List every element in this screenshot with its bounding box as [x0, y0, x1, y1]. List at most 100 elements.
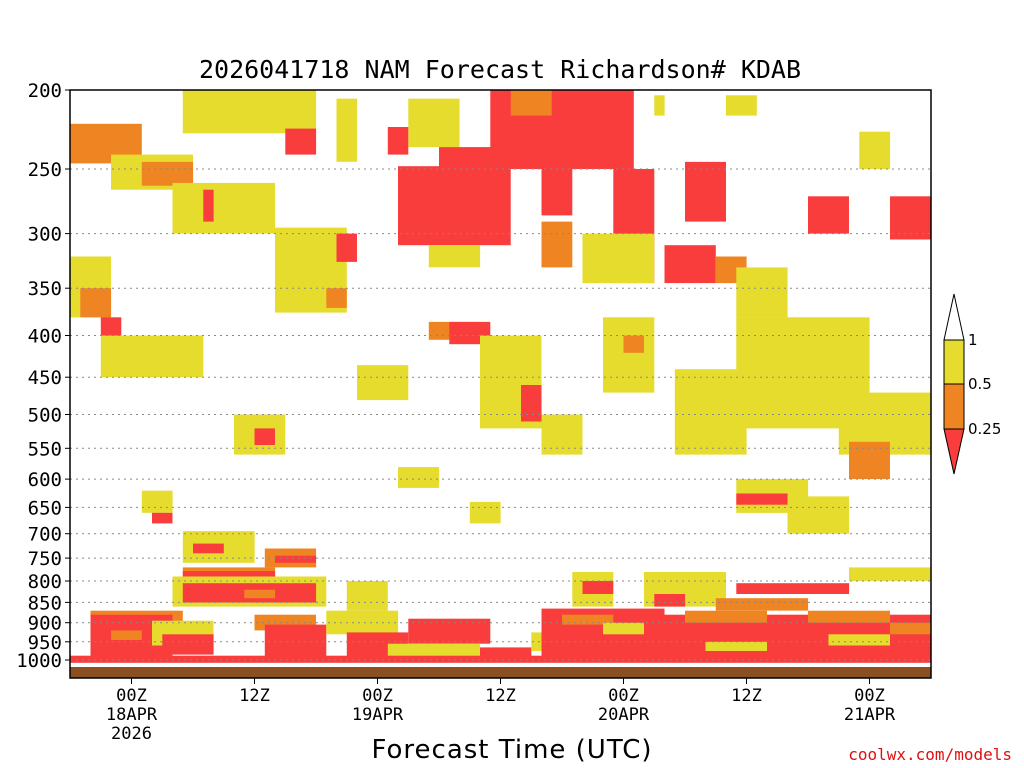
heatmap-cell-44 [623, 335, 644, 353]
heatmap-cell-93 [603, 622, 644, 635]
x-tick-label: 00Z [116, 686, 147, 706]
credit-link[interactable]: coolwx.com/models [848, 745, 1012, 764]
x-tick-label: 12Z [485, 686, 516, 706]
heatmap-cell-24 [685, 161, 726, 222]
y-tick-label: 850 [28, 592, 62, 614]
ground-strip [70, 667, 931, 678]
x-tick-label: 12Z [239, 686, 270, 706]
colorbar-bottom-arrow [943, 428, 965, 475]
heatmap-cell-33 [326, 288, 347, 308]
y-tick-label: 900 [28, 613, 62, 635]
colorbar-bin-orange [943, 383, 965, 430]
x-axis-label: Forecast Time (UTC) [371, 735, 652, 765]
heatmap-cell-80 [111, 630, 142, 640]
y-tick-label: 550 [28, 438, 62, 460]
x-tick-date: 21APR [844, 705, 896, 725]
heatmap-cell-9 [859, 131, 891, 169]
y-tick-label: 1000 [16, 650, 62, 672]
heatmap-cell-60 [152, 512, 173, 524]
heatmap-cell-6 [408, 98, 460, 148]
colorbar-bin-yellow [943, 339, 965, 385]
heatmap-cell-74 [654, 594, 686, 607]
heatmap-cell-2 [182, 90, 317, 134]
heatmap-cell-75 [736, 583, 850, 594]
heatmap-cell-57 [736, 493, 788, 505]
heatmap-cell-55 [469, 501, 501, 524]
heatmap-cell-16 [203, 189, 214, 222]
y-tick-label: 400 [28, 326, 62, 348]
heatmap-cell-21 [428, 245, 481, 268]
heatmap-cell-88 [387, 643, 481, 659]
heatmap-cell-8 [726, 95, 757, 116]
x-tick-year: 2026 [111, 724, 152, 744]
y-tick-label: 750 [28, 548, 62, 570]
y-tick-label: 350 [28, 278, 62, 300]
x-tick-label: 00Z [854, 686, 885, 706]
colorbar-tick-1: 1 [968, 331, 978, 349]
heatmap-cell-13 [141, 161, 194, 186]
y-tick-label: 250 [28, 159, 62, 181]
heatmap-cells [70, 90, 932, 663]
y-tick-label: 650 [28, 497, 62, 519]
chart-title: 2026041718 NAM Forecast Richardson# KDAB [199, 55, 801, 84]
heatmap-cell-64 [275, 555, 316, 563]
heatmap-cell-85 [326, 610, 399, 635]
y-tick-label: 700 [28, 524, 62, 546]
heatmap-cell-28 [808, 196, 849, 234]
heatmap-cell-37 [100, 335, 204, 378]
y-tick-label: 500 [28, 405, 62, 427]
heatmap-cell-99 [828, 634, 890, 646]
plot-area [69, 89, 932, 679]
heatmap-cell-98 [808, 610, 890, 623]
heatmap-cell-7 [654, 95, 665, 116]
x-tick-label: 12Z [731, 686, 762, 706]
heatmap-cell-43 [603, 317, 655, 393]
heatmap-cell-66 [182, 571, 276, 577]
heatmap-cell-20 [541, 221, 573, 268]
heatmap-cell-95 [685, 610, 767, 623]
pressure-axis: 200 250 300 350 400 450 500 550 600 650 7007508008… [16, 80, 70, 672]
x-tick-label: 00Z [362, 686, 393, 706]
heatmap-cell-59 [141, 490, 173, 513]
heatmap-cell-82 [162, 634, 214, 655]
y-tick-label: 300 [28, 224, 62, 246]
colorbar-tick-0.25: 0.25 [968, 420, 1001, 438]
heatmap-cell-3 [336, 98, 357, 162]
heatmap-cell-52 [357, 365, 409, 401]
heatmap-cell-25 [664, 245, 716, 284]
y-tick-label: 600 [28, 469, 62, 491]
x-tick-date: 19APR [352, 705, 404, 725]
heatmap-cell-69 [244, 589, 276, 599]
heatmap-cell-19 [541, 169, 573, 216]
x-tick-date: 18APR [106, 705, 158, 725]
heatmap-cell-76 [715, 598, 809, 611]
heatmap-cell-54 [398, 467, 439, 488]
heatmap-cell-11 [387, 127, 409, 155]
heatmap-cell-18 [439, 147, 501, 183]
heatmap-cell-72 [582, 581, 614, 594]
heatmap-cell-5 [510, 90, 552, 116]
heatmap-cell-23 [582, 233, 655, 284]
heatmap-cell-58 [787, 496, 849, 534]
heatmap-cell-45 [674, 369, 747, 455]
heatmap-cell-101 [70, 655, 931, 663]
heatmap-cell-50 [254, 428, 275, 445]
heatmap-cell-70 [346, 581, 388, 611]
heatmap-cell-15 [172, 182, 275, 234]
heatmap-cell-32 [336, 233, 357, 262]
x-tick-label: 00Z [608, 686, 639, 706]
y-tick-label: 200 [28, 80, 62, 102]
heatmap-cell-92 [562, 614, 614, 625]
colorbar-tick-0.5: 0.5 [968, 375, 992, 393]
y-tick-label: 800 [28, 571, 62, 593]
heatmap-cell-36 [100, 317, 122, 336]
x-tick-date: 20APR [598, 705, 650, 725]
y-tick-label: 950 [28, 632, 62, 654]
heatmap-cell-96 [705, 641, 767, 651]
heatmap-cell-27 [736, 267, 788, 318]
colorbar-top-arrow [943, 293, 965, 341]
heatmap-cell-100 [890, 622, 931, 635]
heatmap-cell-29 [890, 196, 931, 240]
